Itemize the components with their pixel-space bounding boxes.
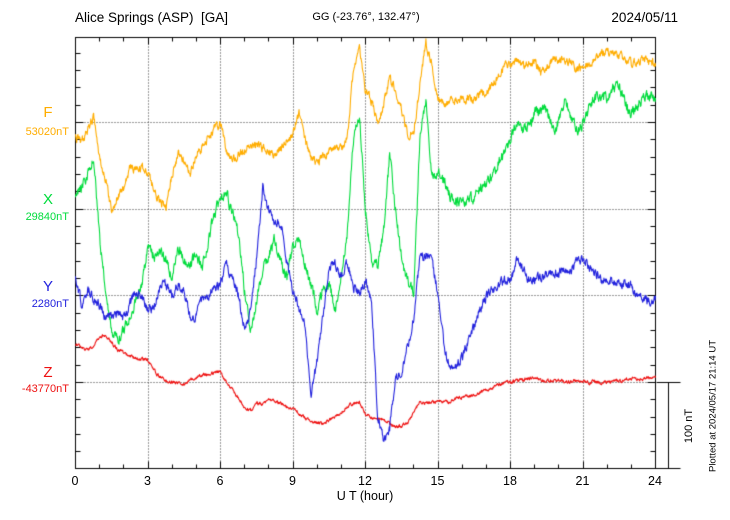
component-label-y: Y [42, 278, 54, 295]
geographic-coordinates: GG (-23.76°, 132.47°) [312, 11, 420, 23]
component-baseline-x: 29840nT [25, 211, 69, 223]
component-label-f: F [43, 104, 53, 121]
component-baseline-z: -43770nT [21, 383, 69, 395]
x-tick-label-24: 24 [648, 474, 662, 488]
x-tick-label-6: 6 [216, 474, 224, 488]
component-baseline-f: 53020nT [25, 126, 69, 138]
x-tick-label-0: 0 [71, 474, 79, 488]
x-axis-title: U T (hour) [336, 489, 394, 503]
x-tick-label-15: 15 [430, 474, 445, 488]
x-tick-label-21: 21 [575, 474, 590, 488]
plotted-at-note: Plotted at 2024/05/17 21:14 UT [707, 339, 719, 473]
component-label-x: X [42, 191, 54, 208]
component-baseline-y: 2280nT [31, 298, 69, 310]
x-tick-label-9: 9 [289, 474, 296, 488]
plot-date: 2024/05/11 [611, 10, 678, 25]
x-tick-label-12: 12 [358, 474, 372, 488]
scale-bar-label: 100 nT [683, 408, 695, 444]
component-label-z: Z [43, 364, 53, 381]
station-title: Alice Springs (ASP) [GA] [75, 10, 229, 25]
x-tick-label-3: 3 [144, 474, 151, 488]
x-tick-label-18: 18 [503, 474, 517, 488]
